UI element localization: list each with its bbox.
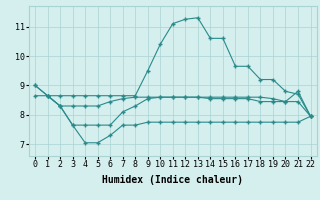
X-axis label: Humidex (Indice chaleur): Humidex (Indice chaleur) (102, 175, 243, 185)
